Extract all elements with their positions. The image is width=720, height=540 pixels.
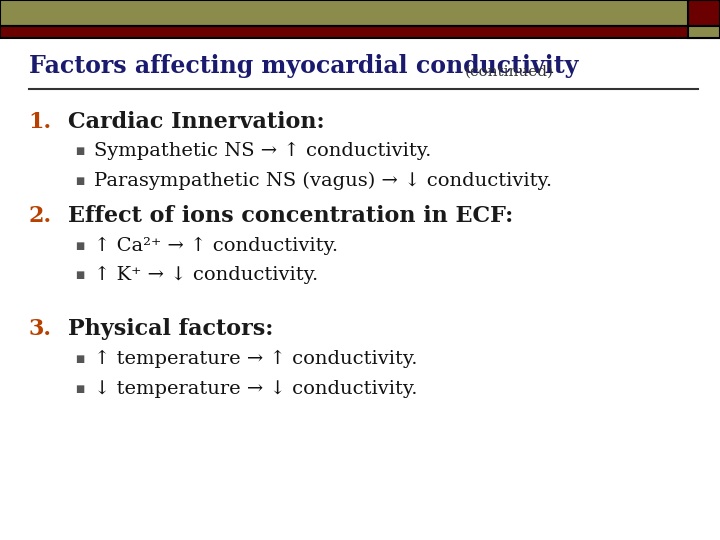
Text: ■: ■ [76,354,85,364]
Text: ↑ Ca²⁺ → ↑ conductivity.: ↑ Ca²⁺ → ↑ conductivity. [94,237,338,255]
Bar [688,26,720,38]
Text: Physical factors:: Physical factors: [68,319,274,340]
Text: Cardiac Innervation:: Cardiac Innervation: [68,111,325,132]
Text: 3.: 3. [29,319,52,340]
Text: Effect of ions concentration in ECF:: Effect of ions concentration in ECF: [68,205,513,227]
Text: (continued): (continued) [464,64,554,78]
Text: ↑ temperature → ↑ conductivity.: ↑ temperature → ↑ conductivity. [94,350,417,368]
Text: ■: ■ [76,146,85,156]
Text: 1.: 1. [29,111,52,132]
Text: ■: ■ [76,384,85,394]
Text: Parasympathetic NS (vagus) → ↓ conductivity.: Parasympathetic NS (vagus) → ↓ conductiv… [94,172,552,190]
Bar [0,26,720,38]
Text: ■: ■ [76,241,85,251]
Text: ↑ K⁺ → ↓ conductivity.: ↑ K⁺ → ↓ conductivity. [94,266,318,285]
Bar [0,0,720,26]
Text: Sympathetic NS → ↑ conductivity.: Sympathetic NS → ↑ conductivity. [94,142,431,160]
Text: ■: ■ [76,271,85,280]
Text: Factors affecting myocardial conductivity: Factors affecting myocardial conductivit… [29,55,578,78]
Text: 2.: 2. [29,205,52,227]
Text: ↓ temperature → ↓ conductivity.: ↓ temperature → ↓ conductivity. [94,380,417,398]
Text: ■: ■ [76,176,85,186]
Bar [688,0,720,26]
